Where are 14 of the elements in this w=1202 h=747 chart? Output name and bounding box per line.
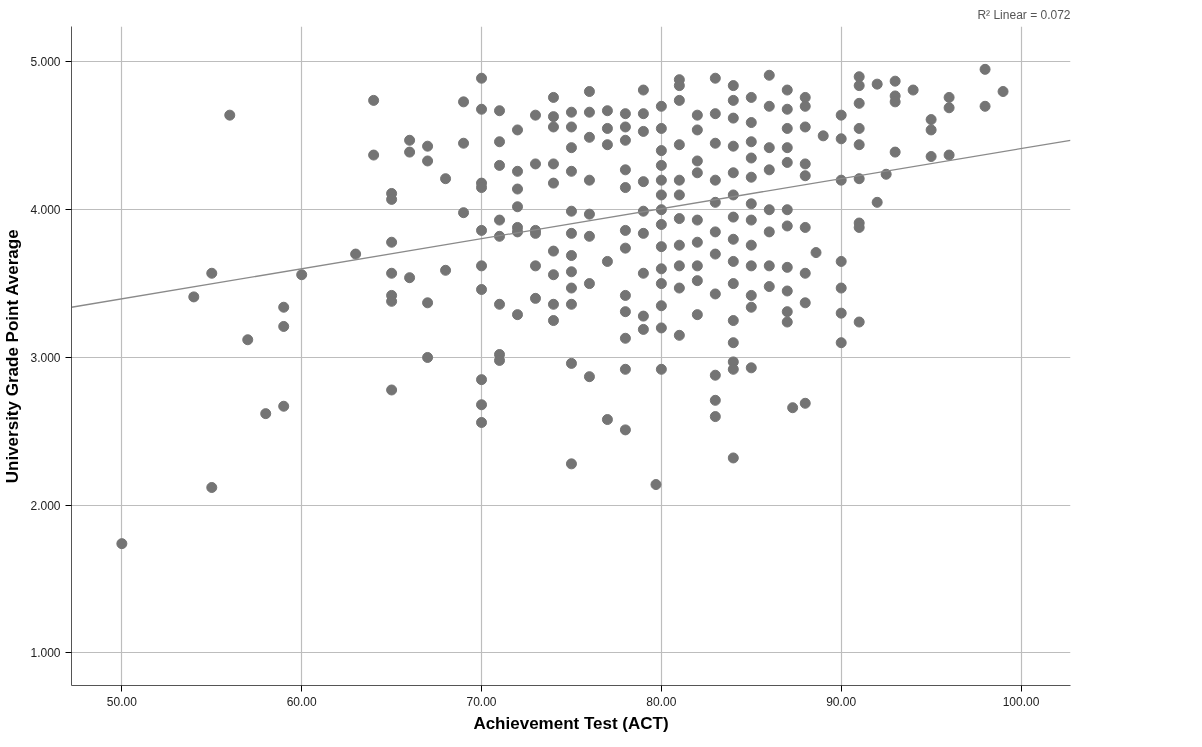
y-tick-label: 5.000 (30, 55, 61, 70)
x-tick-label: 60.00 (286, 694, 318, 709)
x-axis-title: Achievement Test (ACT) (473, 713, 669, 733)
y-axis-title: University Grade Point Average (3, 229, 23, 484)
x-tick-label: 80.00 (646, 694, 677, 709)
y-tick-label: 2.000 (30, 498, 61, 513)
x-tick-label: 50.00 (106, 694, 138, 709)
text: R² Linear = 0.072 (977, 7, 1071, 22)
y-tick-label: 4.000 (30, 203, 61, 218)
x-tick-label: 100.00 (1002, 694, 1040, 709)
x-tick-label: 90.00 (826, 694, 857, 709)
y-tick-label: 3.000 (30, 350, 61, 365)
y-tick-label: 1.000 (30, 646, 61, 661)
x-tick-label: 70.00 (466, 694, 497, 709)
